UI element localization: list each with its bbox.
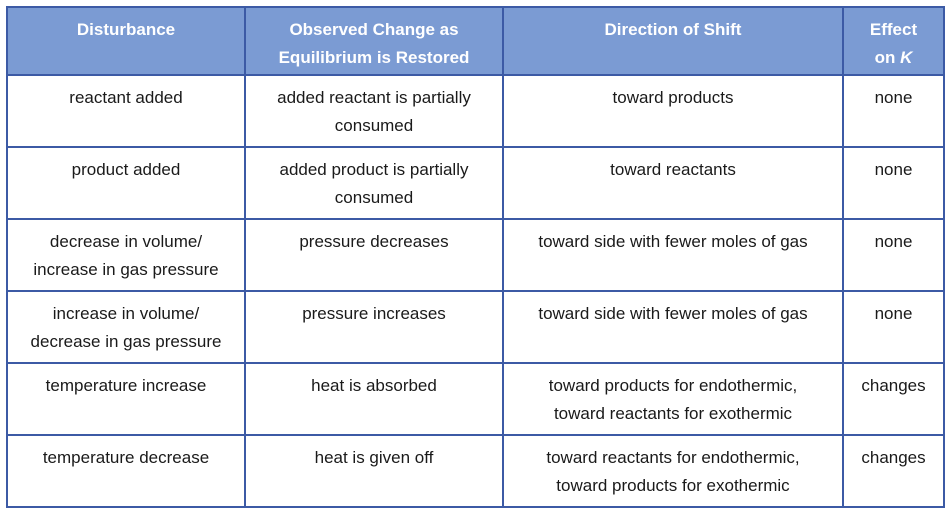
cell-effect-on-k: none [842, 146, 945, 220]
cell-observed-change: pressure increases [244, 290, 504, 364]
cell-effect-on-k: changes [842, 434, 945, 508]
cell-text: added product is partially [279, 160, 469, 179]
cell-observed-change: added product is partially consumed [244, 146, 504, 220]
cell-effect-on-k: none [842, 290, 945, 364]
cell-text: increase in gas pressure [33, 260, 219, 279]
cell-text: added reactant is partially [277, 88, 471, 107]
header-line: Observed Change as [289, 20, 459, 39]
cell-text: toward reactants for endothermic, [546, 448, 800, 467]
cell-text: pressure increases [302, 304, 446, 323]
equilibrium-disturbance-table: Disturbance Observed Change as Equilibri… [6, 6, 945, 508]
header-line-with-k: on K [850, 44, 937, 72]
header-effect-on-k: Effect on K [842, 6, 945, 76]
cell-text: consumed [334, 116, 414, 135]
cell-text: toward side with fewer moles of gas [538, 304, 808, 323]
header-disturbance: Disturbance [6, 6, 246, 76]
cell-direction-of-shift: toward reactants for endothermic, toward … [502, 434, 844, 508]
cell-direction-of-shift: toward side with fewer moles of gas [502, 218, 844, 292]
cell-text: toward products for exothermic [556, 476, 790, 495]
cell-disturbance: decrease in volume/increase in gas press… [6, 218, 246, 292]
cell-direction-of-shift: toward products for endothermic, toward r… [502, 362, 844, 436]
cell-text: toward products [612, 88, 734, 107]
table-row: increase in volume/decrease in gas press… [6, 290, 945, 364]
cell-text: temperature increase [45, 376, 207, 395]
header-line: Disturbance [76, 20, 176, 39]
cell-observed-change: heat is given off [244, 434, 504, 508]
cell-text: changes [861, 448, 926, 467]
k-symbol: K [900, 48, 913, 67]
cell-disturbance: reactant added [6, 74, 246, 148]
cell-text: reactant added [69, 88, 183, 107]
cell-text: toward reactants [610, 160, 736, 179]
cell-observed-change: pressure decreases [244, 218, 504, 292]
cell-disturbance: product added [6, 146, 246, 220]
cell-text: pressure decreases [299, 232, 449, 251]
header-line: Direction of Shift [604, 20, 742, 39]
cell-text: toward reactants for exothermic [553, 404, 793, 423]
cell-text: product added [71, 160, 181, 179]
cell-text: none [874, 304, 913, 323]
header-row: Disturbance Observed Change as Equilibri… [6, 6, 945, 76]
cell-disturbance: increase in volume/decrease in gas press… [6, 290, 246, 364]
cell-direction-of-shift: toward side with fewer moles of gas [502, 290, 844, 364]
cell-text: increase in volume/ [52, 304, 200, 323]
header-direction-of-shift: Direction of Shift [502, 6, 844, 76]
cell-text: none [874, 232, 913, 251]
table-header: Disturbance Observed Change as Equilibri… [6, 6, 945, 76]
table-row: temperature increase heat is absorbed towa… [6, 362, 945, 436]
table-row: product added added product is partially c… [6, 146, 945, 220]
cell-effect-on-k: none [842, 218, 945, 292]
table-row: decrease in volume/increase in gas press… [6, 218, 945, 292]
cell-direction-of-shift: toward products [502, 74, 844, 148]
cell-text: toward products for endothermic, [548, 376, 798, 395]
header-text: on [874, 48, 901, 67]
cell-text: decrease in volume/ [49, 232, 203, 251]
cell-text: changes [861, 376, 926, 395]
table-row: temperature decrease heat is given off tow… [6, 434, 945, 508]
table-body: reactant added added reactant is partiall… [6, 74, 945, 508]
cell-direction-of-shift: toward reactants [502, 146, 844, 220]
cell-observed-change: heat is absorbed [244, 362, 504, 436]
cell-disturbance: temperature decrease [6, 434, 246, 508]
cell-effect-on-k: none [842, 74, 945, 148]
cell-text: heat is given off [314, 448, 434, 467]
cell-text: none [874, 88, 913, 107]
cell-text: none [874, 160, 913, 179]
header-line: Equilibrium is Restored [278, 48, 470, 67]
header-observed-change: Observed Change as Equilibrium is Restor… [244, 6, 504, 76]
cell-text: toward side with fewer moles of gas [538, 232, 808, 251]
cell-disturbance: temperature increase [6, 362, 246, 436]
cell-text: heat is absorbed [311, 376, 437, 395]
cell-text: temperature decrease [42, 448, 210, 467]
cell-text: consumed [334, 188, 414, 207]
cell-effect-on-k: changes [842, 362, 945, 436]
header-line: Effect [869, 20, 918, 39]
table-row: reactant added added reactant is partiall… [6, 74, 945, 148]
cell-text: decrease in gas pressure [30, 332, 222, 351]
cell-observed-change: added reactant is partially consumed [244, 74, 504, 148]
